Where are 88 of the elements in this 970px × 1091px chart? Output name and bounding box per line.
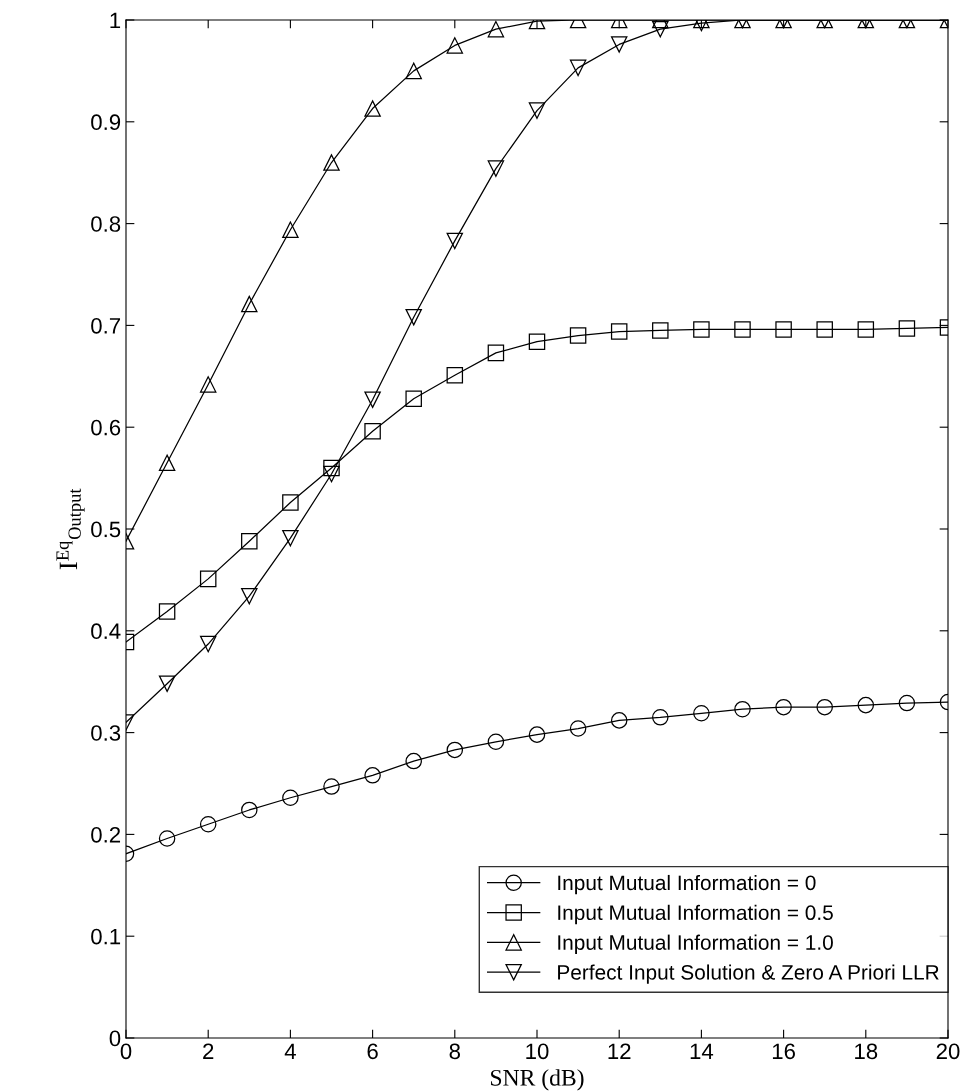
point <box>241 801 258 819</box>
point <box>364 391 381 408</box>
point <box>405 308 422 326</box>
point <box>816 321 833 338</box>
point <box>199 570 217 588</box>
x-tick-label: 0 <box>120 1043 132 1060</box>
point <box>610 712 628 729</box>
point <box>898 694 916 712</box>
point <box>487 20 505 38</box>
x-tick-label: 2 <box>203 1043 214 1059</box>
x-tick-label: 14 <box>690 1043 714 1059</box>
point <box>487 344 505 362</box>
point <box>405 752 422 770</box>
x-tick-label: 6 <box>367 1043 378 1060</box>
y-tick-label: 0.5 <box>91 521 121 538</box>
point <box>569 327 587 344</box>
x-tick-label: 10 <box>526 1043 549 1060</box>
x-tick-label: 16 <box>772 1043 795 1060</box>
x-tick-label: 4 <box>284 1043 296 1059</box>
point <box>446 37 464 54</box>
point <box>734 321 751 338</box>
point <box>775 698 792 716</box>
y-tick-label: 0.3 <box>91 725 121 741</box>
point <box>898 320 916 337</box>
point <box>487 160 505 177</box>
point <box>241 295 258 313</box>
y-tick-label: 0 <box>109 1030 121 1047</box>
y-tick-label: 1 <box>110 12 121 29</box>
point <box>446 741 464 759</box>
point <box>241 532 258 550</box>
point <box>323 459 340 477</box>
point <box>816 698 833 716</box>
x-tick-label: 12 <box>608 1043 631 1059</box>
point <box>693 321 710 338</box>
point <box>487 733 505 751</box>
point <box>282 789 299 807</box>
legend-label: Input Mutual Information = 1.0 <box>558 934 833 955</box>
y-axis-title: I$^{Eq}$$_{Output}$ <box>56 488 85 570</box>
point <box>199 815 217 833</box>
point <box>158 830 176 847</box>
point <box>528 102 546 119</box>
point <box>364 767 381 784</box>
point <box>446 367 464 384</box>
point <box>857 321 875 338</box>
point <box>569 59 587 77</box>
legend-label: Perfect Input Solution & Zero A Priori LLR <box>558 964 939 984</box>
point <box>528 333 546 350</box>
y-tick-label: 0.7 <box>91 317 121 334</box>
point <box>241 587 258 605</box>
y-tick-label: 0.9 <box>91 114 121 131</box>
point <box>364 100 381 117</box>
point <box>282 221 299 238</box>
x-tick-label: 18 <box>855 1043 878 1060</box>
point <box>693 704 710 722</box>
x-tick-label: 20 <box>936 1043 960 1060</box>
legend-label: Input Mutual Information = 0.5 <box>558 904 833 925</box>
x-axis-title: SNR (dB) <box>491 1069 584 1091</box>
point <box>323 154 340 171</box>
point <box>610 323 628 340</box>
y-tick-label: 0.6 <box>91 419 121 436</box>
y-tick-label: 0.1 <box>91 928 121 945</box>
point <box>199 376 217 393</box>
point <box>405 62 422 80</box>
point <box>158 454 176 472</box>
point <box>323 465 340 483</box>
point <box>282 529 299 547</box>
point <box>405 390 422 407</box>
point <box>857 696 875 714</box>
point <box>282 494 299 511</box>
point <box>775 321 792 338</box>
y-tick-label: 0.4 <box>91 623 121 640</box>
x-tick-label: 8 <box>449 1043 461 1060</box>
point <box>323 778 340 795</box>
point <box>446 232 464 250</box>
point <box>528 726 546 743</box>
point <box>652 322 669 339</box>
point <box>364 423 381 440</box>
point <box>652 709 669 726</box>
point <box>610 36 628 53</box>
y-tick-label: 0.2 <box>91 826 121 843</box>
point <box>158 675 176 692</box>
point <box>569 720 587 737</box>
y-tick-label: 0.8 <box>91 216 121 232</box>
point <box>734 700 751 718</box>
point <box>158 603 176 620</box>
point <box>652 20 669 38</box>
legend-label: Input Mutual Information = 0 <box>558 874 816 895</box>
point <box>199 635 217 653</box>
